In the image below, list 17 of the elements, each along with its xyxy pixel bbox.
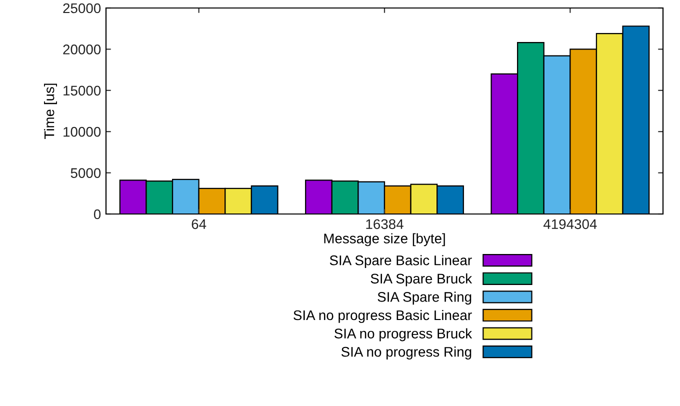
x-tick-label: 4194304 (543, 219, 597, 230)
legend-label: SIA Spare Bruck (370, 273, 472, 286)
legend-label: SIA Spare Ring (378, 292, 472, 305)
x-tick-label: 64 (192, 219, 206, 230)
legend-label: SIA Spare Basic Linear (330, 255, 472, 268)
y-axis-title: Time [us] (44, 84, 57, 139)
y-tick-label: 5000 (70, 168, 101, 178)
y-tick-label: 10000 (64, 126, 101, 137)
x-axis-title: Message size [byte] (324, 233, 445, 246)
x-tick-label: 16384 (366, 219, 404, 230)
y-tick-label: 0 (94, 209, 101, 220)
legend-label: SIA no progress Bruck (334, 328, 472, 342)
legend-label: SIA no progress Ring (341, 346, 472, 360)
y-tick-label: 15000 (64, 86, 101, 96)
y-tick-label: 25000 (63, 3, 101, 14)
y-tick-label: 20000 (63, 44, 101, 54)
legend-label: SIA no progress Basic Linear (294, 310, 472, 323)
